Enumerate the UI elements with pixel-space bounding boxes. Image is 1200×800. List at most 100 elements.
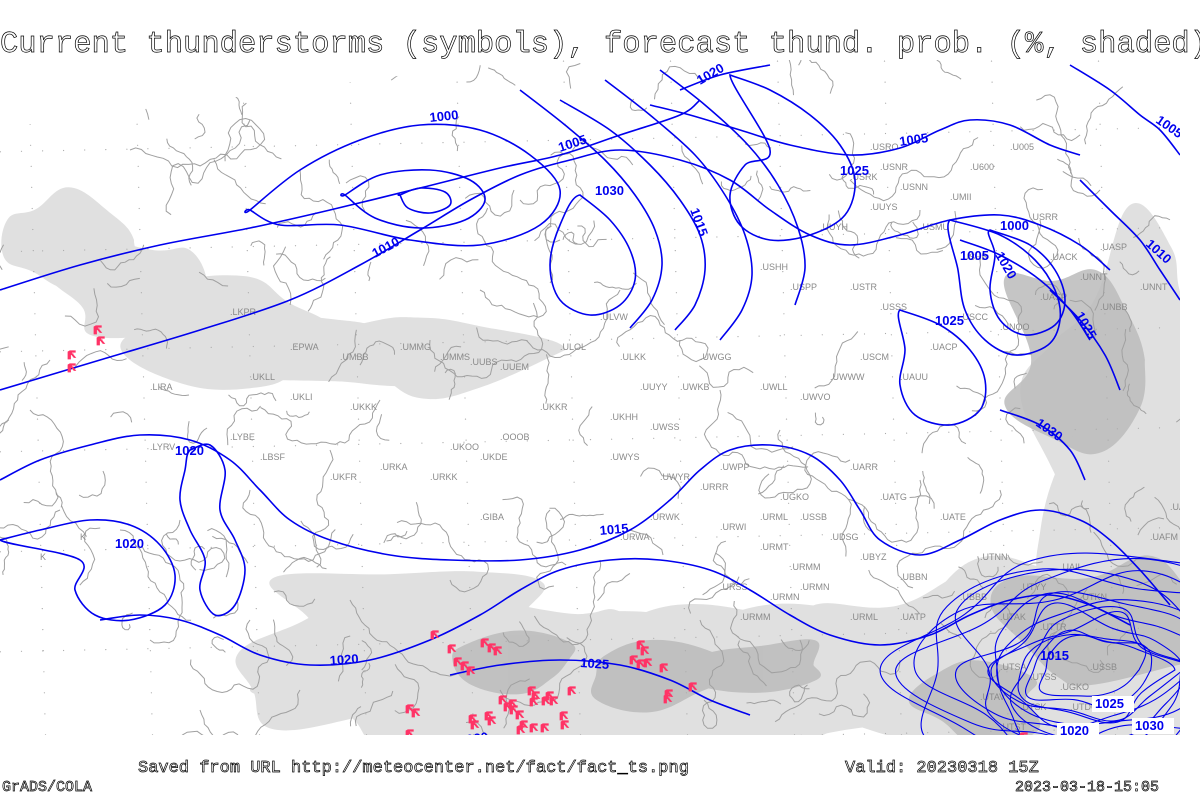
svg-text:.UMBB: .UMBB (340, 352, 369, 362)
svg-text:.UWGG: .UWGG (700, 352, 732, 362)
svg-text:.UMII: .UMII (950, 192, 972, 202)
svg-text:.UNBB: .UNBB (1100, 302, 1128, 312)
svg-text:.ULKK: .ULKK (620, 352, 646, 362)
svg-text:1015: 1015 (687, 206, 711, 238)
svg-text:.UWWW: .UWWW (830, 372, 865, 382)
svg-text:.USCM: .USCM (860, 352, 889, 362)
svg-text:.URMT: .URMT (760, 542, 789, 552)
svg-text:.UAFM: .UAFM (1150, 532, 1178, 542)
svg-text:.UUEM: .UUEM (500, 362, 529, 372)
svg-text:.UNOO: .UNOO (1000, 322, 1030, 332)
svg-text:1020: 1020 (329, 651, 359, 668)
svg-text:.USNN: .USNN (900, 182, 928, 192)
svg-text:.USRR: .USRR (1030, 212, 1059, 222)
svg-text:.UKLL: .UKLL (250, 372, 275, 382)
svg-text:.UGKO: .UGKO (1060, 682, 1089, 692)
svg-text:.UWSS: .UWSS (650, 422, 680, 432)
svg-text:.GIBA: .GIBA (480, 512, 504, 522)
svg-text:1020: 1020 (115, 536, 144, 551)
svg-text:.UKKK: .UKKK (350, 402, 377, 412)
svg-text:1015: 1015 (599, 521, 629, 538)
svg-text:.UTTR: .UTTR (1040, 622, 1067, 632)
svg-text:.UACK: .UACK (1050, 252, 1078, 262)
svg-text:.UWLL: .UWLL (760, 382, 788, 392)
svg-text:.UASP: .UASP (1100, 242, 1127, 252)
svg-text:.URWI: .URWI (720, 522, 746, 532)
svg-text:.URMN: .URMN (770, 592, 800, 602)
svg-text:1005: 1005 (898, 130, 929, 149)
svg-text:1025: 1025 (1095, 696, 1124, 711)
svg-text:.U600: .U600 (970, 162, 994, 172)
svg-text:.UATG: .UATG (880, 492, 907, 502)
svg-text:.UWYR: .UWYR (660, 472, 690, 482)
svg-text:.UUYY: .UUYY (640, 382, 668, 392)
svg-text:.UWKB: .UWKB (680, 382, 710, 392)
svg-text:.UARR: .UARR (850, 462, 879, 472)
svg-text:.LKPR: .LKPR (230, 307, 257, 317)
svg-text:.UNNT: .UNNT (1080, 272, 1108, 282)
svg-text:.LIRA: .LIRA (150, 382, 173, 392)
svg-text:.LYBE: .LYBE (230, 432, 255, 442)
svg-text:.USPP: .USPP (790, 282, 817, 292)
svg-text:.URMN: .URMN (800, 582, 830, 592)
svg-text:1000: 1000 (1000, 218, 1029, 233)
svg-text:.USHH: .USHH (760, 262, 788, 272)
svg-text:.UAUU: .UAUU (900, 372, 928, 382)
svg-text:.LBSF: .LBSF (260, 452, 286, 462)
svg-text:.OOOB: .OOOB (500, 432, 530, 442)
svg-text:K: K (80, 532, 86, 542)
svg-text:1015: 1015 (1040, 648, 1069, 663)
svg-text:1005: 1005 (960, 248, 989, 263)
svg-text:.UACP: .UACP (930, 342, 958, 352)
svg-text:.USSB: .USSB (800, 512, 827, 522)
svg-text:.UATE: .UATE (940, 512, 966, 522)
svg-text:.URRR: .URRR (700, 482, 729, 492)
svg-text:.UBYZ: .UBYZ (860, 552, 887, 562)
svg-text:.UDSG: .UDSG (830, 532, 859, 542)
svg-text:.UGKO: .UGKO (780, 492, 809, 502)
svg-text:.USNR: .USNR (880, 162, 909, 172)
svg-text:.UATP: .UATP (900, 612, 926, 622)
svg-text:.UWYS: .UWYS (610, 452, 640, 462)
svg-text:.URKA: .URKA (380, 462, 408, 472)
svg-text:.UBBN: .UBBN (900, 572, 928, 582)
svg-text:.URKK: .URKK (430, 472, 458, 482)
svg-text:1005: 1005 (1153, 112, 1185, 141)
svg-text:1025: 1025 (580, 655, 610, 672)
svg-text:K: K (40, 552, 46, 562)
svg-text:.URML: .URML (760, 512, 788, 522)
svg-text:.ULOL: .ULOL (560, 342, 586, 352)
svg-text:.URMM: .URMM (790, 562, 821, 572)
svg-text:.EPWA: .EPWA (290, 342, 319, 352)
svg-text:.UNNT: .UNNT (1140, 282, 1168, 292)
svg-text:.USRO: .USRO (870, 142, 899, 152)
svg-text:.UMMS: .UMMS (440, 352, 470, 362)
svg-text:1020: 1020 (175, 443, 204, 458)
svg-text:.URML: .URML (850, 612, 878, 622)
svg-text:.U005: .U005 (1010, 142, 1034, 152)
svg-text:1030: 1030 (595, 183, 624, 198)
svg-text:.UWPP: .UWPP (720, 462, 750, 472)
svg-text:1000: 1000 (429, 107, 459, 125)
svg-text:.UMMG: .UMMG (400, 342, 431, 352)
svg-text:.USCC: .USCC (960, 312, 989, 322)
svg-text:.USSB: .USSB (1090, 662, 1117, 672)
svg-text:.UKDE: .UKDE (480, 452, 508, 462)
svg-text:1020: 1020 (694, 60, 727, 87)
svg-text:.UKHH: .UKHH (610, 412, 638, 422)
svg-text:.UTNN: .UTNN (980, 552, 1008, 562)
svg-text:.LYRV: .LYRV (150, 442, 175, 452)
svg-text:.UKKR: .UKKR (540, 402, 568, 412)
svg-text:.UA620: .UA620 (1170, 502, 1200, 512)
svg-text:.UUBS: .UUBS (470, 357, 498, 367)
svg-text:.UWVO: .UWVO (800, 392, 831, 402)
svg-text:1020: 1020 (1060, 723, 1089, 736)
svg-text:1030: 1030 (1135, 718, 1164, 733)
svg-text:.UUYS: .UUYS (870, 202, 898, 212)
svg-text:.UKFR: .UKFR (330, 472, 358, 482)
svg-text:1025: 1025 (840, 163, 869, 178)
svg-text:.UKOO: .UKOO (450, 442, 479, 452)
svg-text:.USTR: .USTR (850, 282, 878, 292)
svg-text:.UTAK: .UTAK (1000, 612, 1026, 622)
svg-text:1025: 1025 (935, 313, 964, 328)
